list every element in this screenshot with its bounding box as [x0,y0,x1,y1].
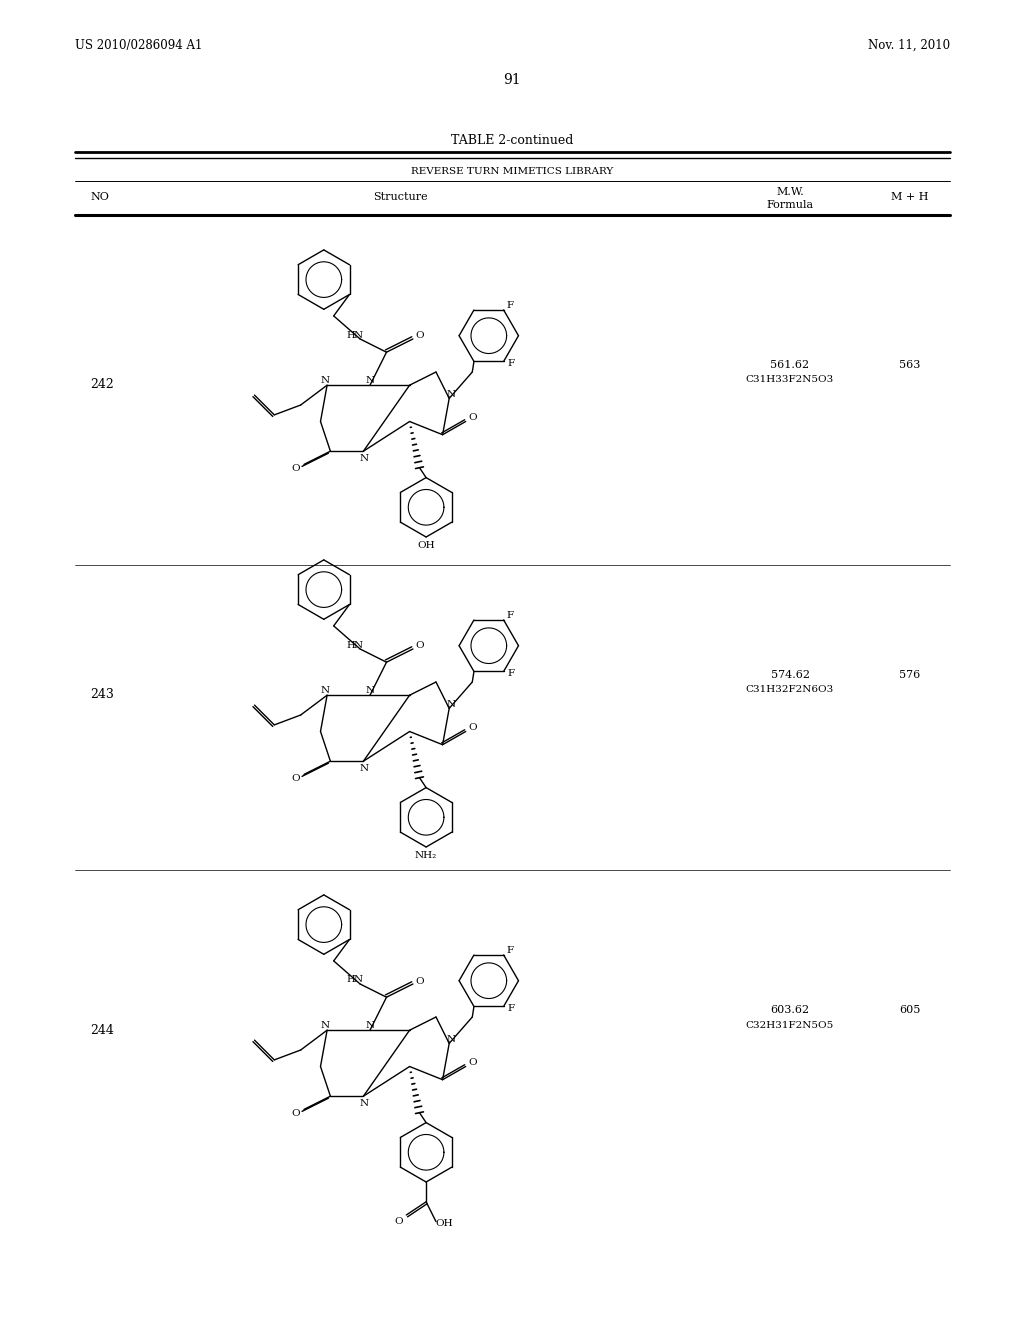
Text: C31H32F2N6O3: C31H32F2N6O3 [745,685,835,694]
Text: NO: NO [90,191,109,202]
Text: N: N [366,1020,375,1030]
Text: N: N [359,764,369,772]
Text: O: O [416,977,424,986]
Text: N: N [353,330,362,339]
Text: O: O [292,463,300,473]
Text: N: N [359,1098,369,1107]
Text: REVERSE TURN MIMETICS LIBRARY: REVERSE TURN MIMETICS LIBRARY [411,166,613,176]
Text: 563: 563 [899,360,921,370]
Text: N: N [321,1020,330,1030]
Text: TABLE 2-continued: TABLE 2-continued [451,133,573,147]
Text: F: F [506,946,513,956]
Text: O: O [468,723,477,733]
Text: F: F [507,359,514,368]
Text: 576: 576 [899,671,921,680]
Text: N: N [446,389,456,399]
Text: 603.62: 603.62 [770,1005,810,1015]
Text: M.W.: M.W. [776,187,804,197]
Text: N: N [321,376,330,384]
Text: N: N [366,685,375,694]
Text: O: O [292,1109,300,1118]
Text: H: H [347,330,355,339]
Text: M + H: M + H [891,191,929,202]
Text: Formula: Formula [766,201,813,210]
Text: 605: 605 [899,1005,921,1015]
Text: O: O [394,1217,402,1225]
Text: 244: 244 [90,1023,114,1036]
Text: N: N [366,376,375,384]
Text: N: N [359,454,369,463]
Text: O: O [292,774,300,783]
Text: NH₂: NH₂ [415,850,437,859]
Text: F: F [507,669,514,678]
Text: 91: 91 [503,73,521,87]
Text: 574.62: 574.62 [770,671,810,680]
Text: US 2010/0286094 A1: US 2010/0286094 A1 [75,38,203,51]
Text: O: O [468,413,477,422]
Text: N: N [353,975,362,985]
Text: H: H [347,975,355,985]
Text: O: O [416,331,424,341]
Text: Nov. 11, 2010: Nov. 11, 2010 [868,38,950,51]
Text: Structure: Structure [373,191,427,202]
Text: N: N [321,685,330,694]
Text: F: F [506,611,513,620]
Text: H: H [347,640,355,649]
Text: 242: 242 [90,379,114,392]
Text: C32H31F2N5O5: C32H31F2N5O5 [745,1020,835,1030]
Text: 561.62: 561.62 [770,360,810,370]
Text: O: O [468,1059,477,1067]
Text: N: N [446,700,456,709]
Text: F: F [507,1005,514,1012]
Text: O: O [416,642,424,651]
Text: F: F [506,301,513,310]
Text: N: N [446,1035,456,1044]
Text: OH: OH [418,540,435,549]
Text: OH: OH [435,1220,453,1228]
Text: N: N [353,640,362,649]
Text: 243: 243 [90,689,114,701]
Text: C31H33F2N5O3: C31H33F2N5O3 [745,375,835,384]
